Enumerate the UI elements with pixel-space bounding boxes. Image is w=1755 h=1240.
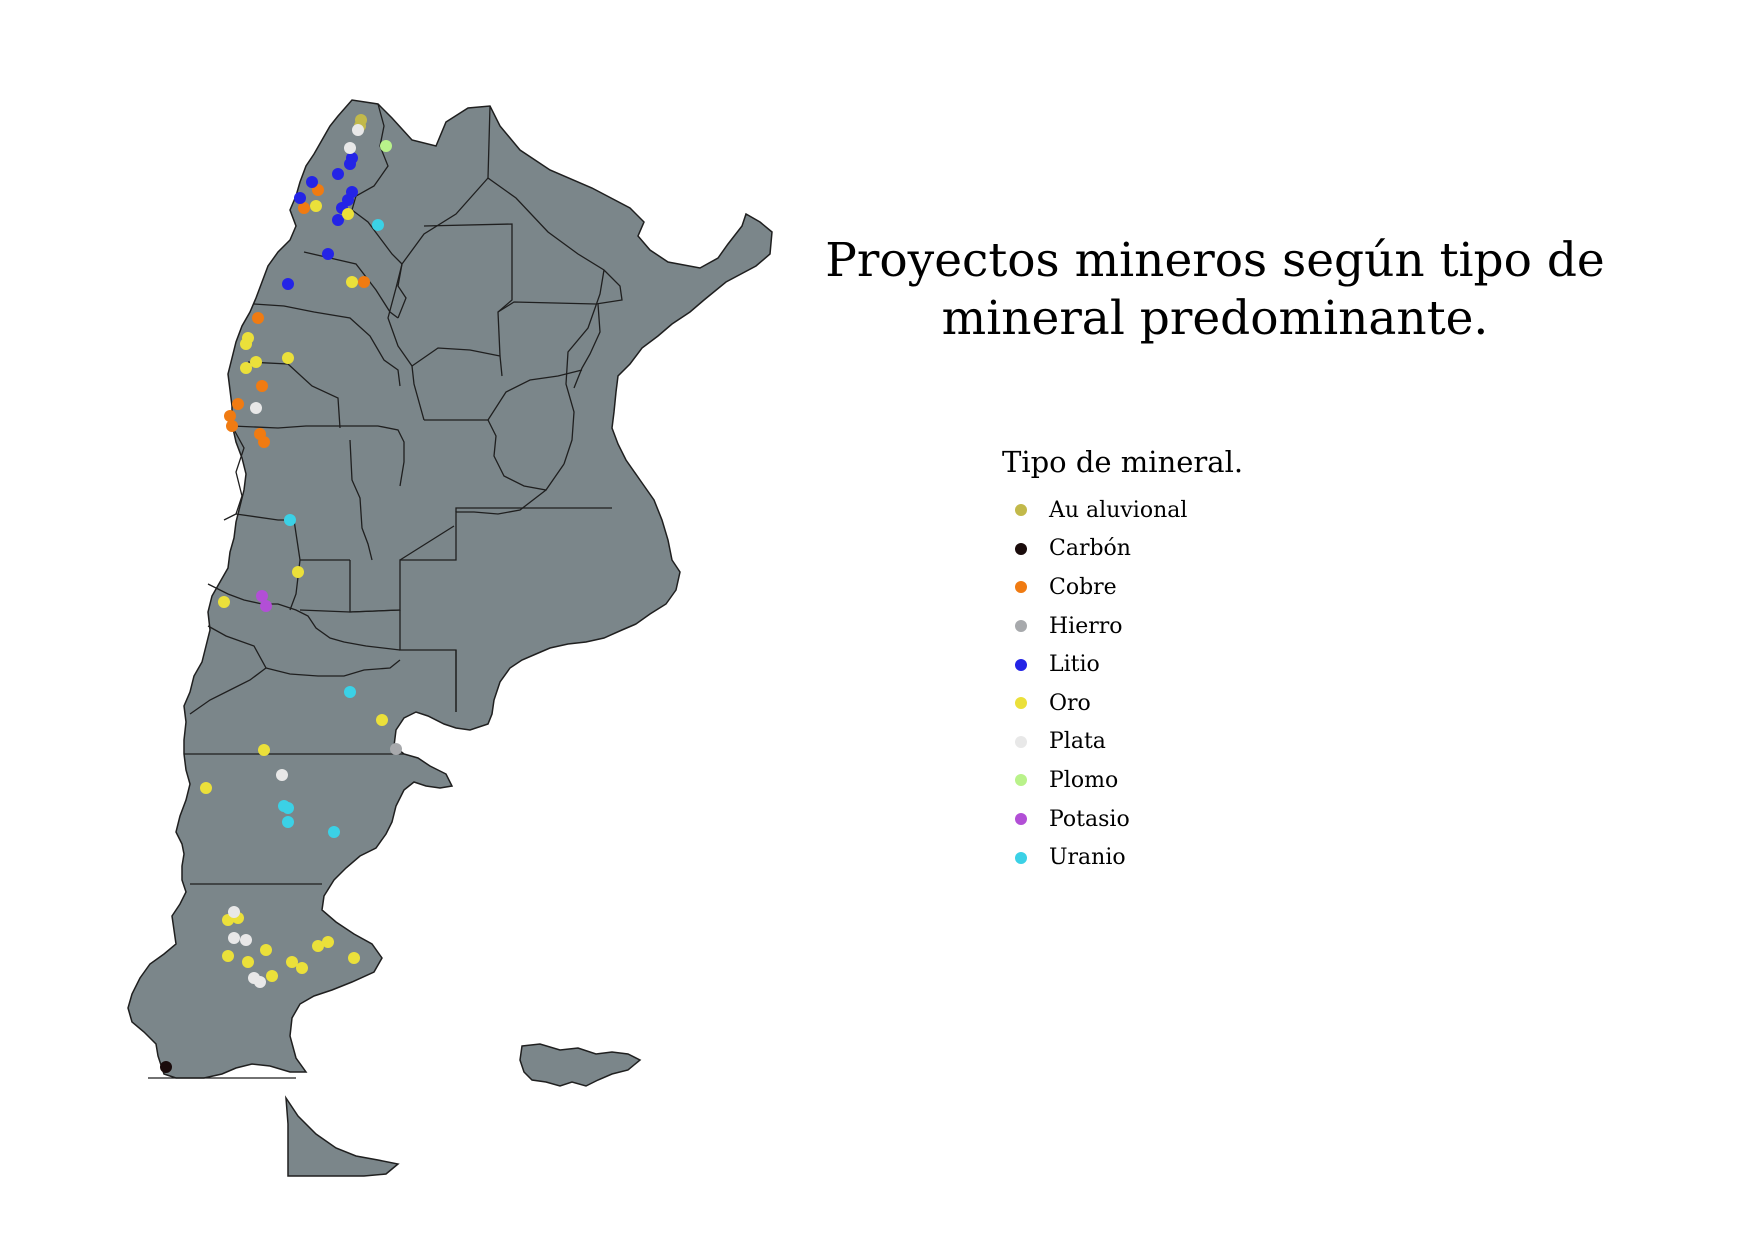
- legend-items: Au aluvional Carbón Cobre Hierro Litio Oro Pla…: [1002, 491, 1243, 877]
- legend-item-litio: Litio: [1002, 645, 1243, 684]
- project-point-uranio: [282, 802, 294, 814]
- legend-label: Au aluvional: [1049, 497, 1188, 523]
- project-point-oro: [260, 944, 272, 956]
- project-point-cobre: [298, 202, 310, 214]
- project-point-carbon: [160, 1061, 172, 1073]
- project-point-litio: [332, 168, 344, 180]
- legend-dot-au_aluvional: [1015, 504, 1027, 517]
- project-point-plata: [352, 124, 364, 136]
- title-line-2: mineral predominante.: [941, 291, 1489, 346]
- legend-item-plata: Plata: [1002, 723, 1243, 762]
- project-point-uranio: [372, 219, 384, 231]
- project-point-litio: [322, 248, 334, 260]
- project-point-oro: [348, 952, 360, 964]
- project-point-uranio: [344, 686, 356, 698]
- project-point-litio: [294, 192, 306, 204]
- project-point-oro: [312, 940, 324, 952]
- project-point-litio: [342, 194, 354, 206]
- project-point-plata: [228, 906, 240, 918]
- legend-label: Potasio: [1049, 806, 1130, 832]
- project-point-uranio: [328, 826, 340, 838]
- project-point-oro: [258, 744, 270, 756]
- malvinas-islands: [519, 1043, 642, 1087]
- project-point-oro: [282, 352, 294, 364]
- legend-label: Uranio: [1049, 845, 1126, 871]
- legend-item-oro: Oro: [1002, 684, 1243, 723]
- project-point-cobre: [358, 276, 370, 288]
- title-line-1: Proyectos mineros según tipo de: [825, 233, 1605, 288]
- project-point-oro: [322, 936, 334, 948]
- project-point-potasio: [256, 590, 268, 602]
- legend-label: Plomo: [1049, 767, 1119, 793]
- project-point-plata: [250, 402, 262, 414]
- legend-dot-oro: [1015, 697, 1027, 710]
- map-title: Proyectos mineros según tipo de mineral …: [800, 232, 1630, 348]
- project-point-uranio: [282, 816, 294, 828]
- legend-dot-cobre: [1015, 581, 1027, 594]
- project-point-oro: [296, 962, 308, 974]
- project-point-plata: [240, 934, 252, 946]
- project-point-cobre: [258, 436, 270, 448]
- legend-item-cobre: Cobre: [1002, 568, 1243, 607]
- tierra-del-fuego: [285, 1095, 400, 1177]
- project-point-oro: [200, 782, 212, 794]
- project-point-oro: [240, 362, 252, 374]
- legend-label: Carbón: [1049, 536, 1131, 562]
- legend-dot-uranio: [1015, 851, 1027, 864]
- legend-dot-litio: [1015, 658, 1027, 671]
- project-point-oro: [376, 714, 388, 726]
- project-point-hierro: [390, 743, 402, 755]
- project-point-oro: [342, 208, 354, 220]
- legend-dot-plata: [1015, 735, 1027, 748]
- project-point-cobre: [226, 420, 238, 432]
- legend-dot-potasio: [1015, 813, 1027, 826]
- project-point-cobre: [224, 410, 236, 422]
- project-point-plomo: [380, 140, 392, 152]
- legend-dot-plomo: [1015, 774, 1027, 787]
- project-point-oro: [242, 956, 254, 968]
- legend-dot-hierro: [1015, 620, 1027, 633]
- mainland-outline: [127, 99, 773, 1079]
- project-point-litio: [282, 278, 294, 290]
- map-land: [127, 99, 773, 1177]
- project-point-oro: [310, 200, 322, 212]
- project-point-litio: [306, 176, 318, 188]
- project-point-oro: [222, 950, 234, 962]
- project-point-plata: [344, 142, 356, 154]
- legend-item-carbon: Carbón: [1002, 530, 1243, 569]
- legend-label: Oro: [1049, 690, 1091, 716]
- legend-title: Tipo de mineral.: [1002, 445, 1244, 479]
- legend-item-potasio: Potasio: [1002, 800, 1243, 839]
- legend: Tipo de mineral. Au aluvional Carbón Cobre…: [1002, 445, 1243, 877]
- project-point-plata: [228, 932, 240, 944]
- legend-item-hierro: Hierro: [1002, 607, 1243, 646]
- project-point-oro: [218, 596, 230, 608]
- legend-label: Litio: [1049, 652, 1100, 678]
- project-point-cobre: [256, 380, 268, 392]
- project-point-plata: [254, 976, 266, 988]
- project-point-cobre: [232, 398, 244, 410]
- project-point-potasio: [260, 600, 272, 612]
- legend-label: Hierro: [1049, 613, 1123, 639]
- project-point-oro: [286, 956, 298, 968]
- project-point-litio: [344, 158, 356, 170]
- project-point-litio: [332, 214, 344, 226]
- legend-item-uranio: Uranio: [1002, 838, 1243, 877]
- legend-item-plomo: Plomo: [1002, 761, 1243, 800]
- mining-project-points: [160, 114, 402, 1073]
- project-point-oro: [242, 332, 254, 344]
- project-point-oro: [266, 970, 278, 982]
- legend-label: Cobre: [1049, 574, 1117, 600]
- project-point-oro: [292, 566, 304, 578]
- project-point-oro: [250, 356, 262, 368]
- project-point-plata: [276, 769, 288, 781]
- project-point-oro: [346, 276, 358, 288]
- project-point-uranio: [284, 514, 296, 526]
- legend-item-au_aluvional: Au aluvional: [1002, 491, 1243, 530]
- project-point-cobre: [252, 312, 264, 324]
- legend-dot-carbon: [1015, 542, 1027, 555]
- legend-label: Plata: [1049, 729, 1106, 755]
